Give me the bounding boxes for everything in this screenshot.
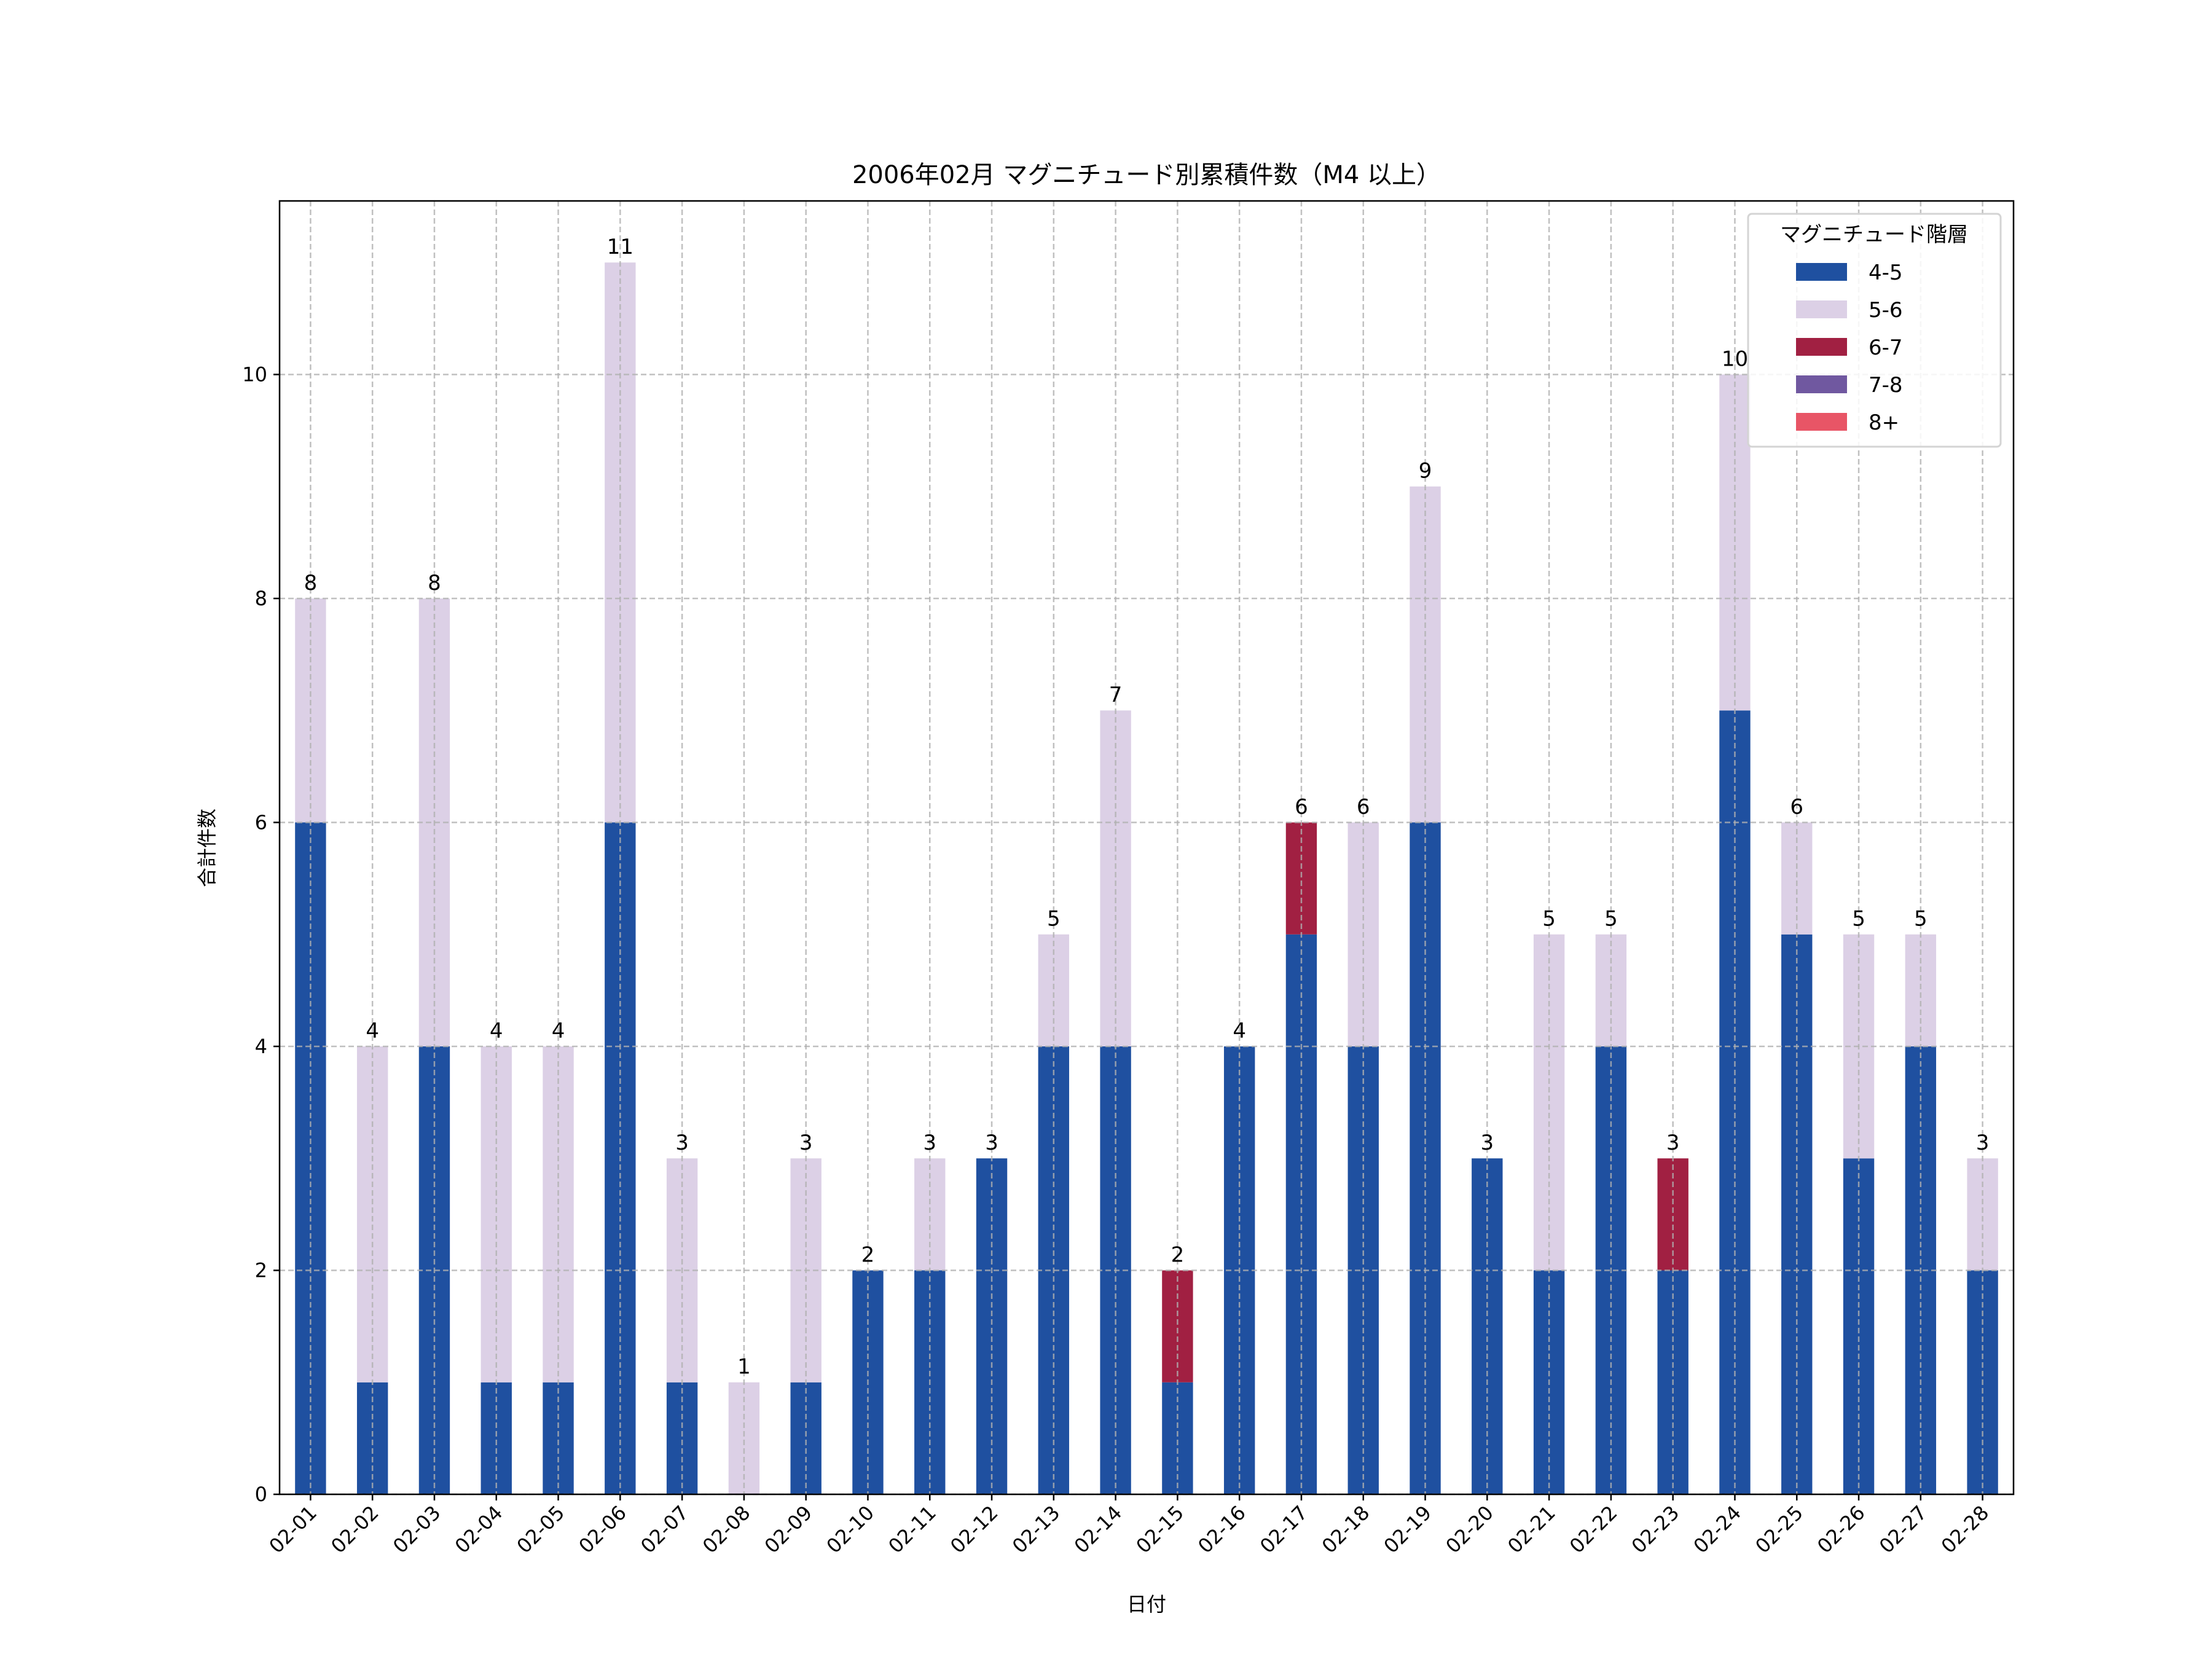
total-label: 4 [1233,1019,1246,1043]
bar-segment-5-6-02-04 [480,1046,512,1382]
legend-title: マグニチュード階層 [1780,222,1968,247]
legend-swatch-5-6 [1796,300,1847,318]
total-label: 2 [861,1242,875,1267]
total-label: 10 [1722,347,1748,371]
total-label: 4 [552,1019,565,1043]
bar-segment-5-6-02-05 [543,1046,574,1382]
total-label: 3 [1976,1131,1990,1155]
y-tick-label: 0 [255,1483,267,1506]
total-label: 11 [607,235,633,259]
y-tick-label: 4 [255,1035,267,1058]
bar-segment-5-6-02-24 [1719,374,1751,711]
legend-label-6-7: 6-7 [1869,335,1903,360]
legend-label-7-8: 7-8 [1869,373,1903,398]
total-label: 9 [1419,459,1432,484]
legend-swatch-6-7 [1796,338,1847,356]
y-axis-label: 合計件数 [195,809,219,887]
total-labels-layer: 8 4 8 4 4 11 3 1 3 2 3 3 5 7 2 4 6 6 9 3 5 5 3 10 6 5 5 3 [304,235,1990,1379]
bar-segment-4-5-02-26 [1843,1158,1875,1494]
total-label: 6 [1295,794,1308,819]
total-label: 2 [1171,1242,1185,1267]
x-axis-label: 日付 [1127,1593,1166,1616]
bar-segment-4-5-02-20 [1472,1158,1503,1494]
total-label: 4 [490,1019,503,1043]
total-label: 4 [366,1019,379,1043]
plot-frame [278,200,2015,1496]
total-label: 3 [799,1131,813,1155]
total-label: 3 [1666,1131,1680,1155]
total-label: 5 [1604,907,1618,931]
legend-swatch-4-5 [1796,263,1847,281]
legend-label-8+: 8+ [1869,410,1899,435]
total-label: 6 [1790,794,1803,819]
legend-label-4-5: 4-5 [1869,261,1903,285]
total-label: 6 [1357,794,1370,819]
legend-swatch-8+ [1796,413,1847,431]
legend: マグニチュード階層 4-5 5-6 6-7 7-8 8+ [1747,213,2002,448]
bar-segment-4-5-02-12 [976,1158,1008,1494]
bar-segment-5-6-02-02 [356,1046,388,1382]
y-axis-ticks: 0 2 4 6 8 10 [242,363,280,1506]
legend-label-5-6: 5-6 [1869,298,1903,323]
y-tick-label: 2 [255,1258,267,1282]
legend-swatch-7-8 [1796,375,1847,393]
chart-title: 2006年02月 マグニチュード別累積件数（M4 以上） [852,161,1441,189]
total-label: 7 [1109,683,1123,707]
total-label: 5 [1852,907,1865,931]
total-label: 3 [923,1131,936,1155]
total-label: 5 [1047,907,1061,931]
total-label: 3 [675,1131,689,1155]
total-label: 3 [985,1131,998,1155]
bar-segment-4-5-02-24 [1719,710,1751,1494]
bar-segment-5-6-02-21 [1533,934,1565,1271]
y-tick-label: 6 [255,810,267,834]
total-label: 1 [737,1355,751,1379]
total-label: 8 [428,571,441,595]
total-label: 5 [1914,907,1928,931]
y-tick-label: 8 [255,587,267,610]
bar-segment-5-6-02-19 [1410,486,1441,823]
bar-segment-5-6-02-14 [1100,710,1131,1046]
total-label: 5 [1542,907,1556,931]
total-label: 3 [1481,1131,1494,1155]
y-tick-label: 10 [242,363,267,386]
total-label: 8 [304,571,318,595]
